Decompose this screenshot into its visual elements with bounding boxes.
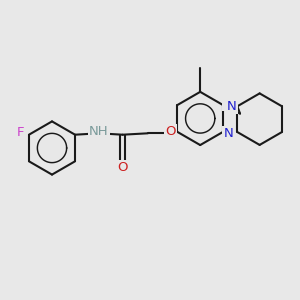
Text: N: N (226, 100, 236, 113)
Text: NH: NH (89, 125, 109, 138)
Text: N: N (224, 127, 233, 140)
Text: O: O (166, 125, 176, 138)
Text: F: F (17, 126, 25, 139)
Text: N: N (224, 97, 233, 110)
Text: O: O (117, 161, 128, 174)
